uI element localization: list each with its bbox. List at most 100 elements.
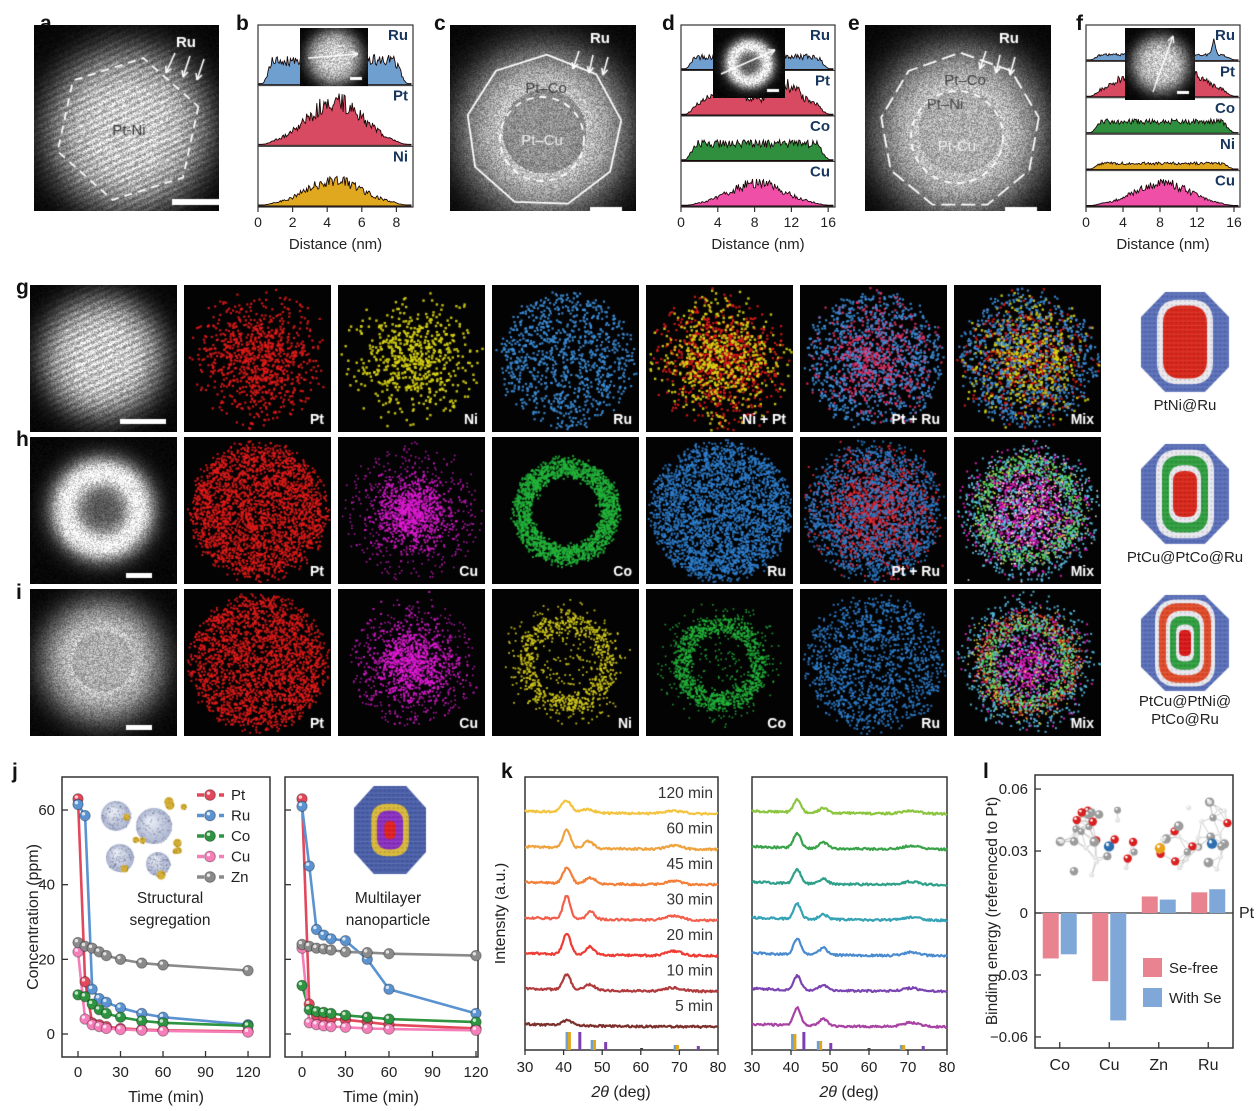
model-caption-h: PtCu@PtCo@Ru <box>1126 549 1244 566</box>
eds-map-h-Ru <box>646 437 793 584</box>
y-axis-title: Binding energy (referenced to Pt) <box>984 797 1001 1025</box>
x-tick-label: 30 <box>744 1059 761 1076</box>
model-caption-g: PtNi@Ru <box>1153 397 1217 414</box>
annotation: nanoparticle <box>346 912 430 929</box>
x-axis-title: Distance (nm) <box>289 236 382 253</box>
profile-band-label-Pt: Pt <box>1220 63 1235 80</box>
panel-label-j: j <box>12 760 18 783</box>
x-tick-label: 50 <box>822 1059 839 1076</box>
x-tick-label: 6 <box>358 214 366 230</box>
legend-label-Se-free: Se-free <box>1169 960 1218 977</box>
x-tick-label: 90 <box>197 1064 214 1081</box>
x-tick-label-Ru: Ru <box>1198 1057 1218 1074</box>
x-tick-label: 0 <box>1082 214 1090 230</box>
eds-map-g-Ru <box>492 285 639 432</box>
x-tick-label: 4 <box>1119 214 1127 230</box>
eds-map-g-Pt + Ru <box>800 285 947 432</box>
x-tick-label: 70 <box>671 1059 688 1076</box>
y-tick-label: 40 <box>38 877 55 894</box>
profile-band-label-Pt: Pt <box>815 73 830 90</box>
profile-band-label-Cu: Cu <box>1215 173 1235 190</box>
tem-image-e <box>865 25 1051 211</box>
annotation: Structural <box>137 890 203 907</box>
eds-map-i-Ni <box>492 589 639 736</box>
model-caption-i-line2: PtCo@Ru <box>1151 711 1219 728</box>
y-tick-label: −0.06 <box>990 1029 1028 1046</box>
x-tick-label: 0 <box>254 214 262 230</box>
profile-inset-d <box>713 28 785 98</box>
eds-map-i-haadf <box>30 589 177 736</box>
eds-map-g-haadf <box>30 285 177 432</box>
model-3d-h <box>1122 441 1248 547</box>
x-tick-label: 70 <box>900 1059 917 1076</box>
time-label: 120 min <box>658 785 713 802</box>
eds-map-g-Ni + Pt <box>646 285 793 432</box>
eds-map-i-Cu <box>338 589 485 736</box>
eds-map-g-Mix <box>954 285 1101 432</box>
eds-map-h-Pt <box>184 437 331 584</box>
profile-inset-f <box>1125 28 1195 100</box>
x-axis-title: Time (min) <box>128 1089 204 1106</box>
panel-label-b: b <box>236 12 249 35</box>
profile-band-label-Co: Co <box>1215 100 1235 117</box>
profile-inset-b <box>300 28 368 86</box>
legend-label-With Se: With Se <box>1169 990 1222 1007</box>
time-label: 10 min <box>666 963 713 980</box>
y-axis-title: Intensity (a.u.) <box>495 863 509 964</box>
x-tick-label: 30 <box>112 1064 129 1081</box>
panel-label-c: c <box>434 12 446 35</box>
x-tick-label-Cu: Cu <box>1099 1057 1119 1074</box>
x-tick-label: 0 <box>298 1064 306 1081</box>
eds-map-h-Co <box>492 437 639 584</box>
chart-j_right: 0 30 60 90 120 Time (min) Multilayer nanopartic… <box>284 776 489 1106</box>
tem-image-c <box>450 25 636 211</box>
profile-band-label-Ni: Ni <box>393 148 408 165</box>
x-tick-label: 12 <box>784 214 800 230</box>
profile-band-label-Ni: Ni <box>1220 136 1235 153</box>
panel-label-i: i <box>16 581 22 604</box>
eds-map-h-haadf <box>30 437 177 584</box>
panel-label-a: a <box>40 12 52 35</box>
x-axis-title: 2θ (deg) <box>590 1084 650 1101</box>
chart-k_right: 30 40 50 60 70 80 2θ (deg) <box>744 776 955 1101</box>
time-label: 60 min <box>666 821 713 838</box>
eds-map-i-Ru <box>800 589 947 736</box>
x-tick-label: 4 <box>323 214 331 230</box>
x-tick-label-Co: Co <box>1050 1057 1071 1074</box>
legend-label-Cu: Cu <box>231 849 250 866</box>
y-tick-label: 0 <box>47 1026 55 1043</box>
eds-map-h-Pt + Ru <box>800 437 947 584</box>
profile-panel-d: Ru Pt Co Cu 0 4 8 12 16 Distance (nm) <box>677 24 836 253</box>
molecule-model-se-free <box>1052 798 1144 886</box>
inset-segregation-illustration <box>92 788 194 883</box>
x-tick-label: 12 <box>1189 214 1205 230</box>
annotation: Multilayer <box>355 890 421 907</box>
legend-label-Zn: Zn <box>231 869 249 886</box>
profile-band-label-Co: Co <box>810 118 830 135</box>
x-axis-title: Distance (nm) <box>1116 236 1209 253</box>
profile-panel-f: Ru Pt Co Ni Cu 0 4 8 12 16 Distance (nm) <box>1082 24 1242 253</box>
inset-multilayer-model <box>340 783 440 878</box>
molecule-model-with-se <box>1150 793 1250 885</box>
eds-map-h-Cu <box>338 437 485 584</box>
panel-label-l: l <box>983 760 989 783</box>
annotation: segregation <box>129 912 210 929</box>
x-tick-label: 40 <box>555 1059 572 1076</box>
x-axis-title: Distance (nm) <box>711 236 804 253</box>
x-tick-label: 60 <box>861 1059 878 1076</box>
y-axis-title: Concentration (ppm) <box>25 844 42 990</box>
eds-map-i-Pt <box>184 589 331 736</box>
profile-band-label-Pt: Pt <box>393 88 408 105</box>
panel-label-g: g <box>16 276 29 299</box>
pt-reference-label: Pt <box>1239 905 1255 922</box>
x-tick-label: 16 <box>1226 214 1242 230</box>
x-tick-label: 0 <box>74 1064 82 1081</box>
panel-label-k: k <box>501 760 513 783</box>
eds-map-i-Mix <box>954 589 1101 736</box>
panel-label-f: f <box>1076 12 1083 35</box>
eds-map-h-Mix <box>954 437 1101 584</box>
panel-label-d: d <box>662 12 675 35</box>
x-tick-label: 16 <box>820 214 836 230</box>
tem-image-a <box>34 25 219 211</box>
legend-label-Ru: Ru <box>231 808 250 825</box>
